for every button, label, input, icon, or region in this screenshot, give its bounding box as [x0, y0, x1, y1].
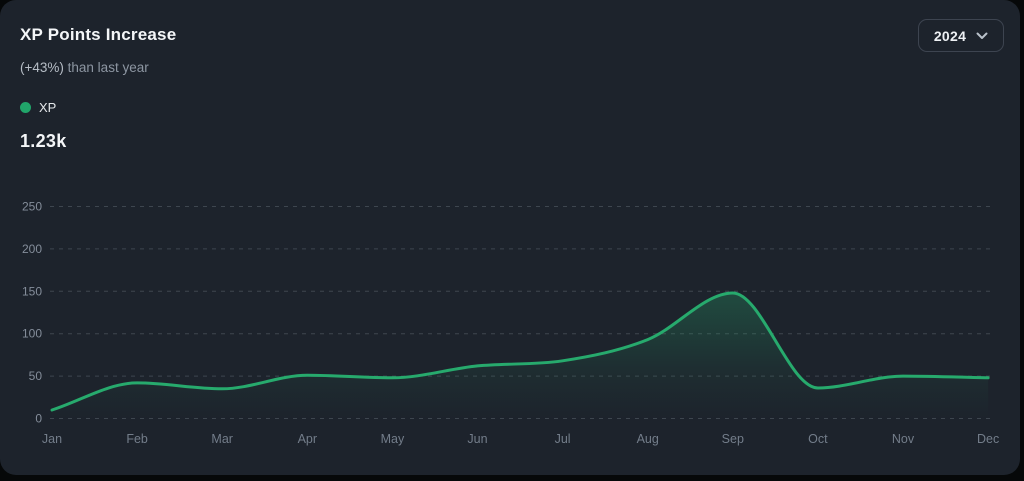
y-axis-label: 200 — [22, 242, 42, 256]
x-axis-label: Nov — [892, 432, 915, 446]
x-axis-label: Jul — [555, 432, 571, 446]
year-dropdown-value: 2024 — [933, 27, 967, 44]
chart-legend: XP — [20, 100, 56, 115]
chevron-down-icon — [976, 32, 988, 39]
x-axis-label: Feb — [126, 432, 148, 446]
chart-line — [50, 291, 990, 412]
y-axis-label: 0 — [35, 412, 42, 426]
legend-series-label: XP — [39, 100, 57, 115]
x-axis-label: Jun — [467, 432, 487, 446]
y-axis-label: 100 — [22, 327, 42, 341]
x-axis-label: Dec — [977, 432, 999, 446]
card-title: XP Points Increase — [20, 25, 177, 44]
year-dropdown[interactable]: 2024 — [918, 19, 1004, 52]
x-axis-label: Sep — [722, 432, 744, 446]
chart-area — [52, 293, 989, 419]
subtitle-delta: (+43%) — [20, 60, 64, 75]
legend-dot-icon — [20, 102, 31, 113]
card-subtitle: (+43%) than last year — [20, 60, 149, 75]
subtitle-text: than last year — [63, 60, 149, 75]
x-axis-label: Apr — [298, 432, 317, 446]
total-value: 1.23k — [20, 131, 67, 151]
x-axis-label: Mar — [211, 432, 233, 446]
y-axis-label: 50 — [29, 369, 43, 383]
x-axis-label: Aug — [637, 432, 659, 446]
x-axis-label: Jan — [42, 432, 62, 446]
y-axis-label: 150 — [22, 284, 42, 298]
x-axis-label: May — [381, 432, 405, 446]
y-axis-label: 250 — [22, 200, 42, 214]
x-axis-label: Oct — [808, 432, 828, 446]
